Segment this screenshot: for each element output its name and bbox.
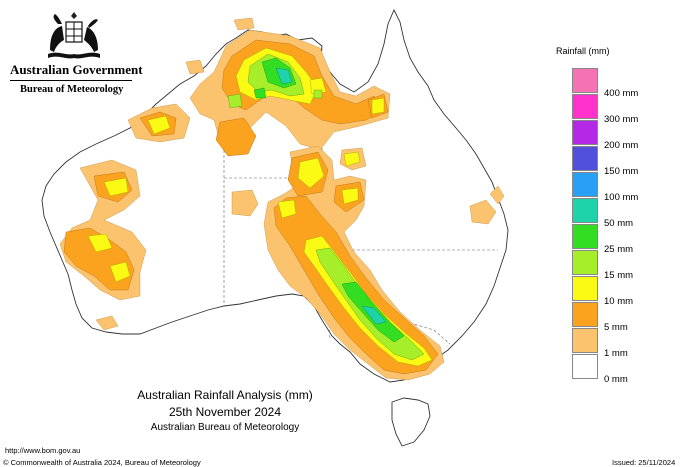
coat-of-arms-icon — [48, 12, 100, 59]
legend-label: 10 mm — [604, 296, 634, 307]
government-logo: Australian Government Bureau of Meteorol… — [10, 10, 143, 100]
legend-label: 400 mm — [604, 88, 639, 99]
legend-title: Rainfall (mm) — [556, 46, 610, 56]
legend-label: 5 mm — [604, 322, 628, 333]
rainfall-map — [41, 8, 509, 447]
legend-label: 100 mm — [604, 192, 639, 203]
legend-label: 50 mm — [604, 218, 634, 229]
legend-swatch — [572, 276, 598, 301]
copyright-notice: © Commonwealth of Australia 2024, Bureau… — [3, 458, 201, 467]
legend-swatch — [572, 198, 598, 223]
legend-swatch — [572, 94, 598, 119]
tasmania-outline — [391, 397, 431, 447]
legend-swatch — [572, 250, 598, 275]
issued-date: Issued: 25/11/2024 — [612, 458, 676, 467]
legend-label: 150 mm — [604, 166, 639, 177]
logo-divider — [10, 80, 132, 81]
legend-label: 15 mm — [604, 270, 634, 281]
rainfall-overlay — [59, 17, 505, 381]
map-agency: Australian Bureau of Meteorology — [150, 422, 300, 433]
legend-swatch — [572, 146, 598, 171]
legend-swatch — [572, 172, 598, 197]
legend-swatches — [572, 68, 598, 380]
government-title: Australian Government — [10, 62, 143, 77]
map-date: 25th November 2024 — [168, 405, 282, 419]
legend-swatch — [572, 120, 598, 145]
australia-outline — [41, 8, 509, 383]
legend-swatch — [572, 68, 598, 93]
legend-label: 200 mm — [604, 140, 639, 151]
legend-label: 300 mm — [604, 114, 639, 125]
map-title: Australian Rainfall Analysis (mm) — [137, 388, 313, 402]
legend-swatch — [572, 328, 598, 353]
legend-label: 0 mm — [604, 374, 628, 385]
legend-label: 25 mm — [604, 244, 634, 255]
legend-swatch — [572, 224, 598, 249]
legend-label: 1 mm — [604, 348, 628, 359]
website-link[interactable]: http://www.bom.gov.au — [5, 446, 81, 455]
legend-swatch — [572, 354, 598, 379]
legend-swatch — [572, 302, 598, 327]
bureau-title: Bureau of Meteorology — [20, 84, 124, 95]
